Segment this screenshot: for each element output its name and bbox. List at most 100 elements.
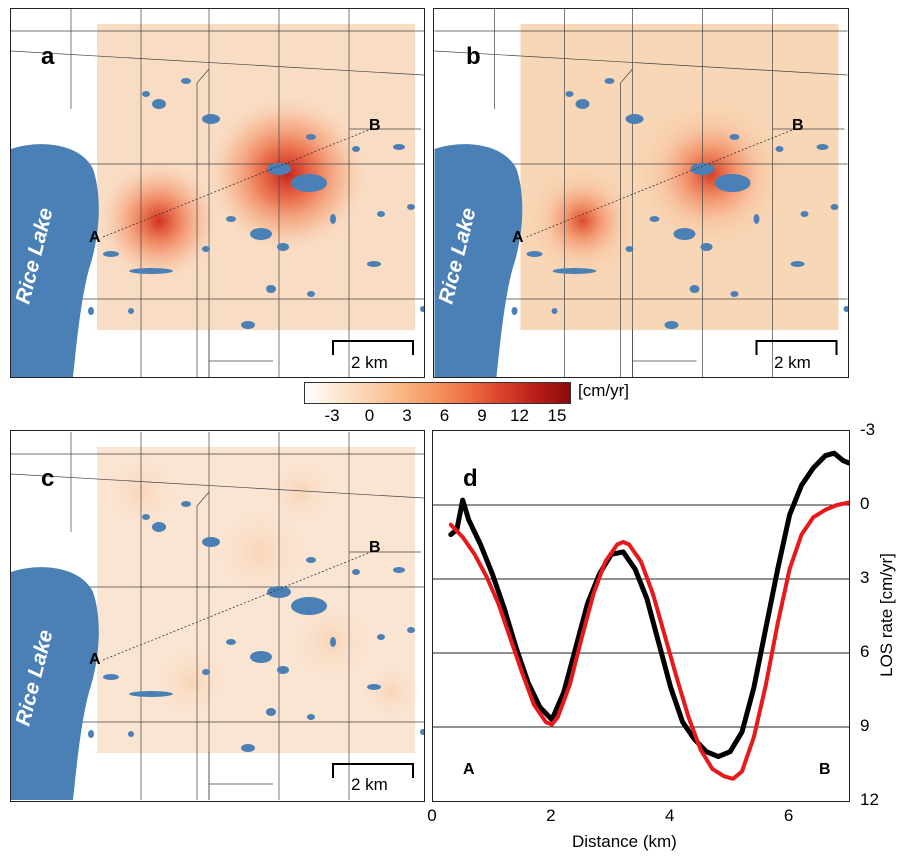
colorbar-tick-label: 12 bbox=[510, 406, 529, 425]
residual-patch bbox=[361, 662, 421, 722]
pond bbox=[843, 306, 848, 312]
pond bbox=[551, 308, 558, 314]
rice-lake bbox=[11, 144, 99, 377]
pond bbox=[142, 91, 150, 97]
colorbar-tick-label: 3 bbox=[402, 406, 412, 425]
pond bbox=[526, 251, 543, 257]
panel-label: d bbox=[463, 465, 478, 492]
road bbox=[11, 473, 424, 499]
pond bbox=[330, 637, 336, 647]
pond bbox=[625, 246, 634, 252]
colorbar bbox=[304, 382, 571, 404]
pond bbox=[181, 501, 191, 507]
road bbox=[196, 68, 210, 377]
profile-point-b-label: B bbox=[369, 539, 381, 556]
colorbar-tick-label: 6 bbox=[439, 406, 450, 425]
x-axis-label: Distance (km) bbox=[572, 832, 677, 851]
pond bbox=[291, 597, 327, 615]
pond bbox=[291, 174, 327, 192]
pond bbox=[420, 306, 424, 312]
road bbox=[632, 329, 697, 377]
pond bbox=[128, 308, 134, 314]
pond bbox=[673, 228, 696, 240]
pond bbox=[407, 627, 415, 633]
scale-bar-label: 2 km bbox=[351, 775, 388, 794]
pond bbox=[377, 634, 385, 640]
rice-lake bbox=[11, 567, 99, 800]
pond bbox=[729, 134, 740, 140]
pond bbox=[407, 204, 415, 210]
pond bbox=[307, 714, 315, 720]
pond bbox=[393, 144, 405, 150]
profile-line bbox=[102, 551, 372, 661]
residual-patch bbox=[266, 457, 336, 527]
panel-label: c bbox=[41, 465, 55, 492]
profile-point-a-label: A bbox=[512, 229, 524, 246]
pond bbox=[664, 321, 679, 329]
pond bbox=[393, 567, 405, 573]
pond bbox=[202, 114, 220, 124]
pond bbox=[226, 639, 236, 645]
pond bbox=[266, 708, 276, 716]
panel-label: a bbox=[41, 43, 55, 70]
profile-chart-panel: d A B bbox=[432, 430, 852, 802]
pond bbox=[306, 557, 316, 563]
pond bbox=[575, 99, 590, 109]
scale-bar-label: 2 km bbox=[774, 353, 811, 372]
pond bbox=[103, 251, 119, 257]
pond bbox=[625, 114, 644, 124]
rice-lake bbox=[434, 144, 523, 377]
profile-point-b-label: B bbox=[369, 117, 381, 134]
pond bbox=[202, 669, 210, 675]
colorbar-unit: [cm/yr] bbox=[578, 381, 629, 400]
pond bbox=[129, 691, 173, 697]
y-axis-label: LOS rate [cm/yr] bbox=[876, 553, 896, 677]
x-tick-label: 4 bbox=[664, 806, 675, 825]
colorbar-tick-label: 9 bbox=[477, 406, 487, 425]
y-tick-label: 0 bbox=[860, 494, 870, 513]
pond bbox=[226, 216, 236, 222]
x-tick-label: 6 bbox=[783, 806, 794, 825]
profile-point-a-label: A bbox=[89, 229, 101, 246]
profile-point-a-label: A bbox=[89, 651, 101, 668]
scale-bar bbox=[332, 340, 414, 355]
colorbar-tick-label: -3 bbox=[324, 406, 340, 425]
pond bbox=[202, 537, 220, 547]
pond bbox=[420, 729, 424, 735]
road bbox=[208, 752, 273, 800]
pond bbox=[202, 246, 210, 252]
road bbox=[434, 50, 848, 76]
y-tick-label: 9 bbox=[860, 716, 870, 735]
pond bbox=[128, 731, 134, 737]
pond bbox=[181, 78, 191, 84]
pond bbox=[277, 243, 289, 251]
pond bbox=[352, 146, 360, 152]
pond bbox=[689, 285, 700, 293]
observed-profile-line bbox=[448, 450, 852, 760]
pond bbox=[306, 134, 316, 140]
colorbar-tick-label: 0 bbox=[364, 406, 375, 425]
profile-chart bbox=[433, 450, 852, 781]
road bbox=[208, 329, 273, 377]
pond bbox=[241, 321, 255, 329]
scale-bar bbox=[755, 340, 838, 355]
pond bbox=[267, 586, 291, 598]
pond bbox=[730, 291, 739, 297]
pond bbox=[152, 99, 166, 109]
subsidence-bowl-west bbox=[520, 159, 645, 283]
pond bbox=[775, 146, 784, 152]
pond bbox=[377, 211, 385, 217]
map-panel-c: c A B Rice Lake 2 km bbox=[10, 430, 425, 802]
road bbox=[620, 68, 633, 377]
pond bbox=[714, 174, 751, 192]
residual-patch bbox=[211, 502, 311, 602]
pond bbox=[307, 291, 315, 297]
pond bbox=[649, 216, 660, 222]
x-tick-label: 0 bbox=[427, 806, 437, 825]
colorbar-tick-label: 15 bbox=[547, 406, 567, 425]
pond bbox=[367, 684, 381, 690]
pond bbox=[277, 666, 289, 674]
road bbox=[196, 491, 210, 800]
pond bbox=[816, 144, 829, 150]
pond bbox=[250, 651, 272, 663]
